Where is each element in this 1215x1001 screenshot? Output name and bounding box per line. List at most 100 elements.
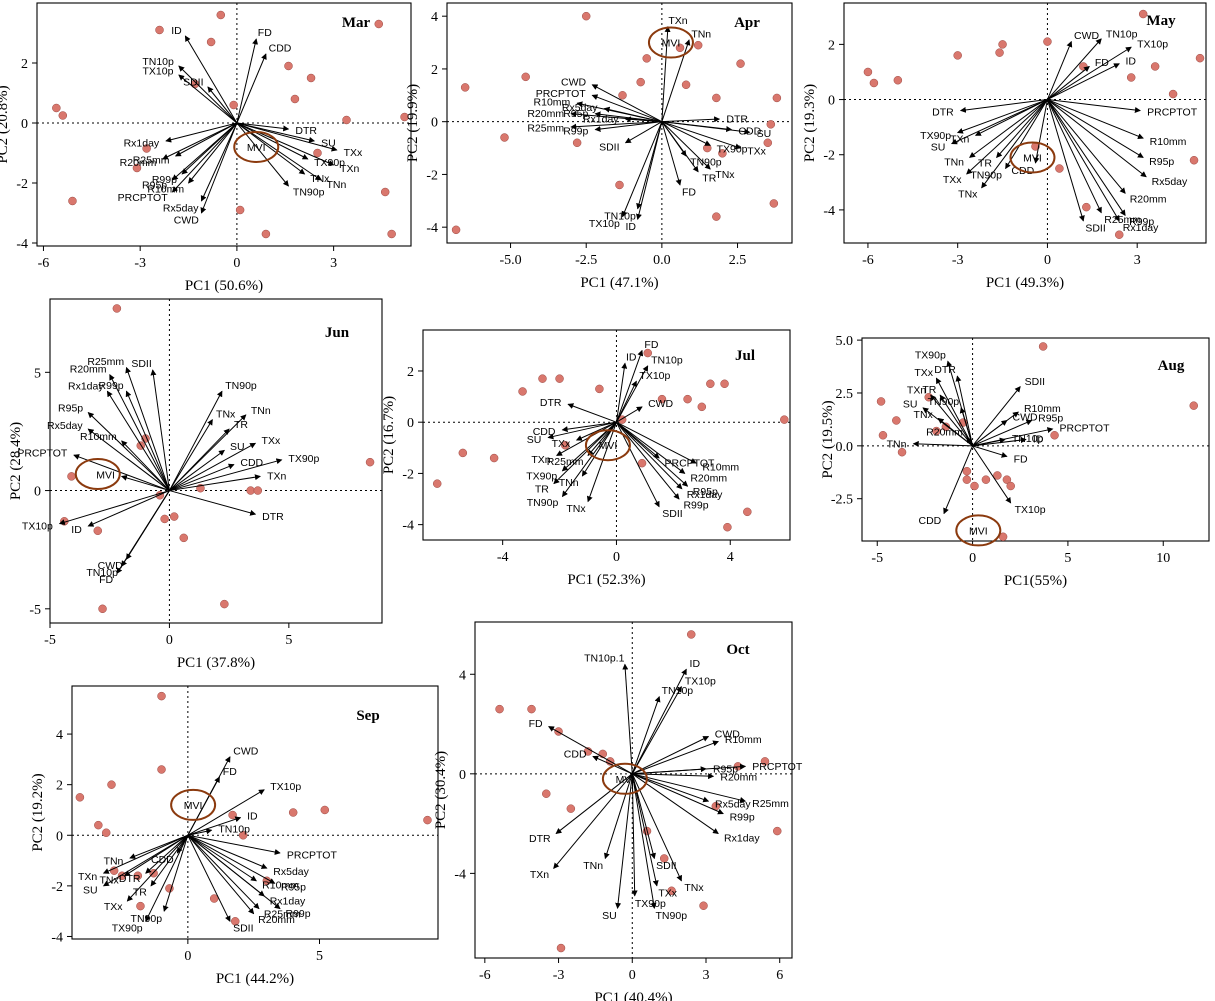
observation-point <box>675 43 685 53</box>
observation-point <box>93 526 103 536</box>
loading-vector <box>603 773 633 860</box>
loading-vector-label: TN10p <box>142 56 174 68</box>
plot-frame <box>71 685 439 940</box>
loading-vector-label: TR <box>535 484 549 496</box>
loading-vector-label: ID <box>690 658 701 670</box>
x-axis-label: PC1(55%) <box>1004 573 1067 589</box>
observation-point <box>876 397 886 406</box>
loading-vector-label: TNx <box>100 875 120 887</box>
observation-point <box>893 75 903 85</box>
panel-title: May <box>1146 13 1176 29</box>
loading-vector-label: R95p <box>713 763 738 775</box>
loading-vector-label: TR <box>978 158 992 170</box>
loading-vector <box>972 419 1033 447</box>
loading-vector <box>624 121 663 144</box>
loading-vector <box>150 834 189 887</box>
loading-vector <box>956 99 1048 134</box>
observation-point <box>581 11 591 21</box>
loading-vector-label: TXn <box>668 15 687 27</box>
loading-vector-label: CWD <box>561 76 586 88</box>
observation-point <box>231 917 240 926</box>
observation-point <box>387 229 396 239</box>
loading-vector-label: TX90p <box>635 898 666 910</box>
loading-vector <box>966 99 1048 175</box>
y-tick-label: 0 <box>828 94 835 109</box>
loading-vector-label: R20mm <box>258 914 295 926</box>
loading-vector-label: SU <box>230 441 245 453</box>
observation-point <box>342 115 351 125</box>
loading-vector-label: TNn <box>104 856 124 868</box>
loading-vector-label: TX10p <box>1015 504 1046 516</box>
observation-point <box>667 886 676 896</box>
loading-vector <box>622 663 633 774</box>
loading-vector <box>912 440 973 447</box>
loading-vector <box>594 121 662 132</box>
loading-vector <box>591 94 663 123</box>
loading-vector <box>1046 99 1102 214</box>
loading-vector <box>996 99 1048 159</box>
y-tick-label: -4 <box>402 519 414 534</box>
loading-vector <box>187 835 231 922</box>
observation-point <box>970 481 979 491</box>
loading-vector <box>616 421 683 490</box>
y-tick-label: 2 <box>21 57 28 72</box>
loading-vector <box>616 365 649 423</box>
loading-vector <box>178 65 238 124</box>
observation-point <box>572 138 582 148</box>
loading-vector-label: TX10p <box>589 218 620 230</box>
loading-vector-label: R95p <box>1038 413 1063 425</box>
loading-vector <box>632 773 710 803</box>
loading-vector-label: TN10p <box>86 567 118 579</box>
observation-point <box>238 831 248 840</box>
biplot-panel-jun: -5 0 5 -5 0 5 PC1 (37.8%) PC2 (28.4%) Jun R25mmR2… <box>8 298 383 671</box>
x-axis-label: PC1 (40.4%) <box>594 990 672 1001</box>
observation-point <box>560 440 570 450</box>
observation-point <box>107 780 116 789</box>
loading-vector-label: R99p <box>285 908 310 920</box>
loading-vector <box>87 490 170 527</box>
mvi-label: MVI <box>969 525 988 537</box>
loading-vector-label: TN90p <box>225 380 257 392</box>
loading-vector-label: SU <box>602 910 617 922</box>
loading-vector <box>188 122 238 184</box>
loading-vector-label: PRCPTOT <box>17 448 68 460</box>
y-tick-label: -4 <box>454 867 466 882</box>
loading-vector <box>586 422 617 503</box>
loading-vector <box>109 374 170 491</box>
loading-vector <box>561 421 617 498</box>
observation-point <box>306 73 316 83</box>
loading-vector-label: Rx5day <box>562 102 598 114</box>
observation-point <box>769 199 779 208</box>
observation-point <box>67 472 76 481</box>
loading-vector-label: TNn <box>583 860 603 872</box>
loading-vector-label: TNn <box>327 179 347 191</box>
observation-point <box>1189 155 1199 165</box>
observation-point <box>636 77 645 87</box>
observation-point <box>489 453 499 463</box>
observation-point <box>723 522 732 532</box>
x-tick-label: 0 <box>969 551 976 566</box>
mvi-label: MVI <box>616 774 635 786</box>
loading-vector <box>981 99 1048 189</box>
loading-vector <box>661 121 682 186</box>
loading-vector <box>171 122 238 193</box>
loading-vector-label: SDII <box>183 77 203 89</box>
loading-vector <box>162 835 189 912</box>
loading-vector <box>616 421 660 508</box>
loading-vector <box>184 35 238 124</box>
loading-vector <box>129 834 189 859</box>
observation-point <box>288 808 298 817</box>
x-tick-label: 5 <box>316 949 323 964</box>
loading-vector-label: TNx <box>216 409 236 421</box>
loading-vector <box>116 490 170 574</box>
loading-vector-label: TNn <box>251 405 271 417</box>
y-tick-label: 0 <box>407 416 414 431</box>
loading-vector-label: SDII <box>131 358 151 370</box>
loading-vector-label: CDD <box>240 457 263 469</box>
loading-vector <box>570 121 662 130</box>
y-tick-label: 2 <box>407 365 414 380</box>
loading-vector-label: FD <box>1095 57 1109 69</box>
loading-vector-label: R25mm <box>264 909 301 921</box>
loading-vector-label: TR <box>133 887 147 899</box>
loading-vector <box>556 421 617 456</box>
